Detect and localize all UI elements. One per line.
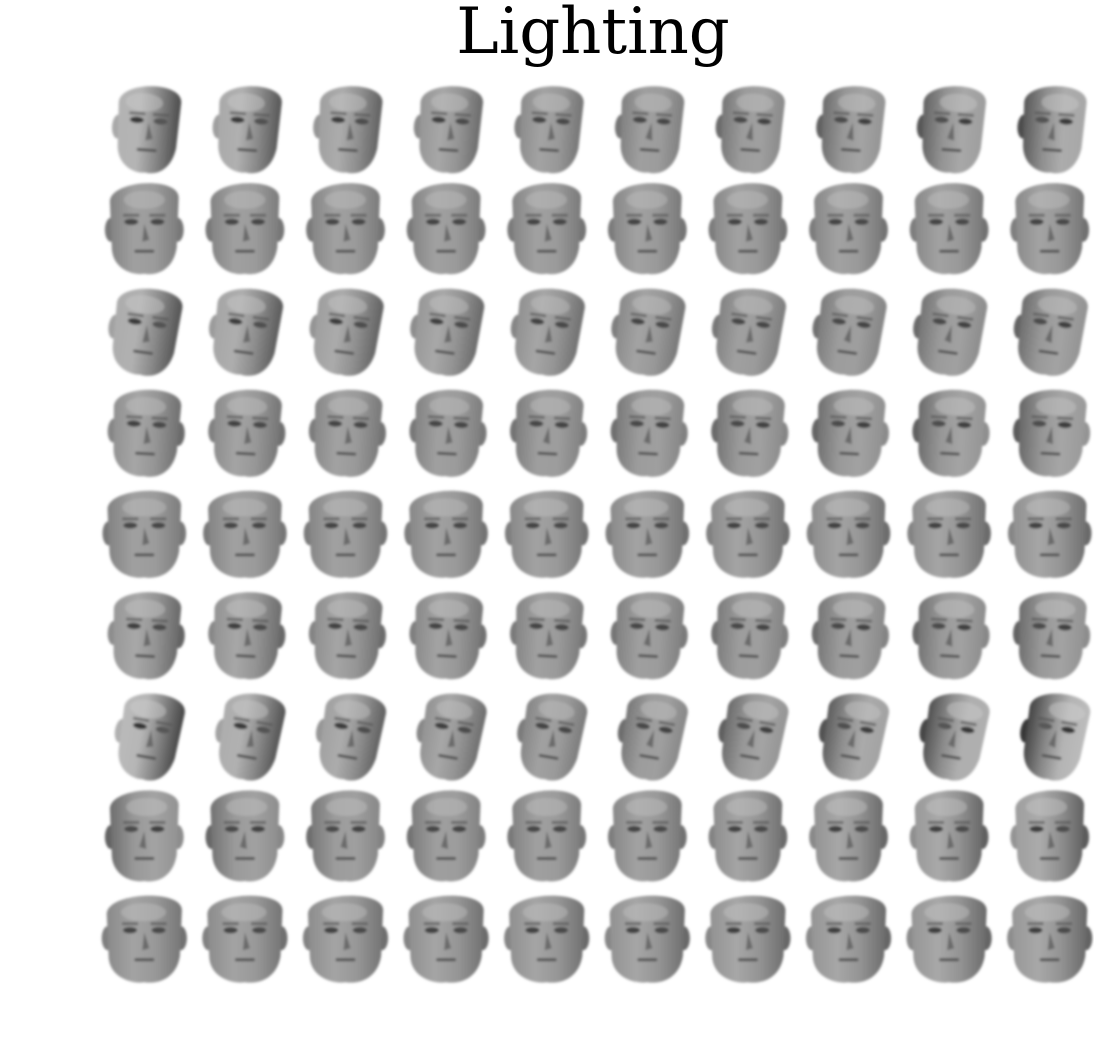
face-render <box>912 592 990 680</box>
face-render <box>919 693 990 781</box>
face-render <box>1013 288 1088 376</box>
face-render <box>409 592 487 680</box>
face-render <box>909 183 989 275</box>
face-render <box>718 693 789 781</box>
face-render <box>406 790 486 882</box>
face-render <box>510 592 588 680</box>
face-render <box>1013 389 1091 477</box>
face-image-grid <box>94 74 1094 986</box>
face-render <box>504 490 589 578</box>
face-render <box>818 693 889 781</box>
face-render <box>302 895 389 983</box>
face-render <box>507 790 587 882</box>
face-render <box>205 183 285 275</box>
face-render <box>308 592 386 680</box>
face-render <box>811 592 889 680</box>
face-render <box>614 86 685 174</box>
face-render <box>811 389 889 477</box>
face-render <box>315 693 386 781</box>
face-render <box>108 288 183 376</box>
face-render <box>912 389 990 477</box>
face-render <box>507 183 587 275</box>
face-render <box>215 693 286 781</box>
face-render <box>403 895 489 983</box>
face-render <box>308 389 386 477</box>
face-render <box>1013 592 1091 680</box>
face-render <box>404 490 488 578</box>
face-render <box>413 86 484 174</box>
face-render <box>107 389 185 477</box>
face-render <box>916 86 987 174</box>
face-render <box>610 592 688 680</box>
face-render <box>708 790 788 882</box>
face-render <box>1010 183 1090 275</box>
face-render <box>610 389 688 477</box>
face-render <box>504 895 590 983</box>
face-render <box>212 86 282 174</box>
face-render <box>605 490 690 578</box>
face-render <box>1017 86 1087 174</box>
face-render <box>410 288 485 376</box>
face-render <box>611 288 686 376</box>
face-render <box>806 490 891 578</box>
face-render <box>1007 490 1092 578</box>
face-render <box>711 592 789 680</box>
face-render <box>104 790 184 882</box>
face-render <box>708 183 788 275</box>
face-render <box>510 389 588 477</box>
face-render <box>107 592 185 680</box>
face-render <box>906 895 992 983</box>
face-render <box>715 86 785 174</box>
face-render <box>913 288 988 376</box>
face-render <box>907 490 991 578</box>
face-render <box>711 288 787 376</box>
face-render <box>805 895 892 983</box>
face-render <box>208 592 286 680</box>
face-render <box>313 86 383 174</box>
face-render <box>104 183 184 275</box>
face-render <box>510 288 585 376</box>
face-render <box>1020 693 1091 781</box>
face-render <box>101 895 187 983</box>
face-render <box>514 86 584 174</box>
face-render <box>809 790 888 882</box>
face-render <box>202 895 288 983</box>
face-grid-canvas <box>101 86 1093 983</box>
face-render <box>604 895 690 983</box>
face-render <box>306 790 385 882</box>
figure-title: Lighting <box>456 0 730 69</box>
face-render <box>1010 790 1090 882</box>
face-render <box>303 490 388 578</box>
face-render <box>607 183 687 275</box>
face-render <box>114 693 185 781</box>
face-render <box>617 693 688 781</box>
face-render <box>1007 895 1093 983</box>
face-render <box>208 288 284 376</box>
face-render <box>711 389 789 477</box>
face-render <box>208 389 286 477</box>
face-render <box>812 288 887 376</box>
face-render <box>816 86 886 174</box>
face-render <box>203 490 287 578</box>
face-render <box>102 490 187 578</box>
face-render <box>607 790 687 882</box>
face-render <box>406 183 486 275</box>
face-render <box>705 895 791 983</box>
face-render <box>517 693 588 781</box>
face-render <box>306 183 385 275</box>
face-render <box>205 790 285 882</box>
face-render <box>111 86 182 174</box>
face-render <box>409 389 487 477</box>
face-render <box>706 490 790 578</box>
face-render <box>909 790 989 882</box>
face-render <box>809 183 888 275</box>
face-render <box>416 693 487 781</box>
face-render <box>309 288 384 376</box>
